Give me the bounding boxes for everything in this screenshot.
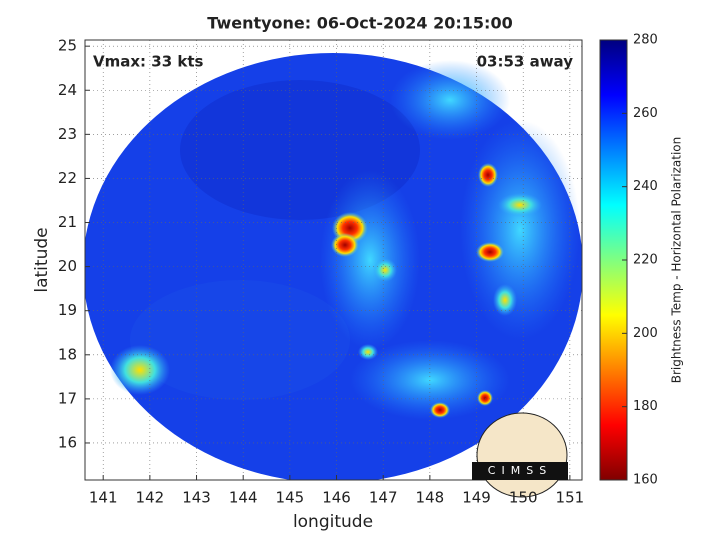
logo-text: CIMSS bbox=[488, 464, 552, 477]
colorbar-tick-label: 180 bbox=[633, 399, 658, 414]
logo: CIMSS bbox=[472, 412, 568, 498]
x-tick-label: 142 bbox=[136, 489, 165, 507]
y-tick-label: 23 bbox=[58, 125, 77, 143]
colorbar-tick-label: 280 bbox=[633, 33, 658, 48]
y-tick-label: 16 bbox=[58, 433, 77, 451]
annotation: 03:53 away bbox=[477, 53, 574, 71]
colorbar-tick-label: 240 bbox=[633, 179, 658, 194]
y-tick-label: 24 bbox=[58, 81, 77, 99]
x-tick-label: 148 bbox=[416, 489, 445, 507]
x-axis-label: longitude bbox=[293, 512, 373, 532]
colorbar-label: Brightness Temp - Horizontal Polarizatio… bbox=[670, 137, 684, 384]
x-tick-label: 149 bbox=[462, 489, 491, 507]
y-tick-label: 18 bbox=[58, 345, 77, 363]
y-tick-label: 17 bbox=[58, 389, 77, 407]
x-tick-label: 144 bbox=[229, 489, 258, 507]
x-tick-label: 145 bbox=[276, 489, 305, 507]
x-tick-label: 150 bbox=[509, 489, 538, 507]
x-tick-label: 141 bbox=[89, 489, 118, 507]
colorbar-tick-label: 220 bbox=[633, 253, 658, 268]
y-axis-label: latitude bbox=[32, 227, 52, 292]
colorbar-tick-label: 260 bbox=[633, 106, 658, 121]
plot-frame bbox=[84, 39, 583, 481]
y-tick-label: 20 bbox=[58, 257, 77, 275]
colorbar-tick-label: 200 bbox=[633, 326, 658, 341]
x-tick-label: 146 bbox=[322, 489, 351, 507]
chart-title: Twentyone: 06-Oct-2024 20:15:00 bbox=[207, 14, 512, 33]
y-tick-label: 21 bbox=[58, 213, 77, 231]
y-tick-label: 25 bbox=[58, 37, 77, 55]
x-tick-label: 147 bbox=[369, 489, 398, 507]
axes bbox=[85, 40, 582, 480]
y-tick-label: 19 bbox=[58, 301, 77, 319]
x-tick-label: 151 bbox=[556, 489, 585, 507]
annotation: Vmax: 33 kts bbox=[93, 53, 203, 71]
colorbar-tick-label: 160 bbox=[633, 473, 658, 488]
x-tick-label: 143 bbox=[182, 489, 211, 507]
y-tick-label: 22 bbox=[58, 169, 77, 187]
